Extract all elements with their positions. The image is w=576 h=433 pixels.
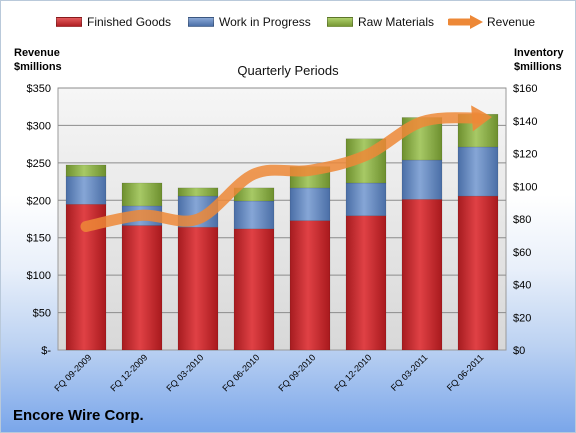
bar-raw-materials-fq-03-2010 [177, 187, 219, 197]
bar-work-in-progress-fq-09-2010 [289, 187, 331, 221]
legend-label-work-in-progress: Work in Progress [219, 15, 311, 29]
bar-raw-materials-fq-09-2009 [65, 164, 107, 177]
right-tick-label-1: $20 [513, 312, 531, 324]
x-tick-label-fq-12-2009: FQ 12-2009 [108, 352, 149, 393]
right-tick-label-4: $80 [513, 214, 531, 226]
right-tick-label-5: $100 [513, 181, 537, 193]
x-tick-label-fq-06-2011: FQ 06-2011 [445, 352, 486, 393]
left-tick-label-3: $150 [27, 233, 51, 245]
right-tick-label-6: $120 [513, 149, 537, 161]
revenue-line [80, 112, 484, 232]
right-tick-label-0: $0 [513, 345, 525, 357]
legend-swatch-revenue [448, 15, 483, 29]
bar-work-in-progress-fq-06-2010 [233, 200, 275, 230]
right-tick-label-7: $140 [513, 116, 537, 128]
legend-item-work-in-progress: Work in Progress [188, 12, 311, 32]
legend-label-finished-goods: Finished Goods [87, 15, 172, 29]
bar-finished-goods-fq-06-2011 [457, 195, 499, 351]
left-axis-title-line2: $millions [14, 61, 62, 73]
left-axis-title: Revenue $millions [14, 46, 62, 74]
bar-work-in-progress-fq-03-2011 [401, 159, 443, 200]
left-tick-label-2: $100 [27, 270, 51, 282]
right-tick-label-8: $160 [513, 83, 537, 95]
bar-raw-materials-fq-12-2009 [121, 182, 163, 207]
company-name: Encore Wire Corp. [13, 407, 144, 424]
bar-work-in-progress-fq-06-2011 [457, 146, 499, 197]
bar-finished-goods-fq-03-2010 [177, 226, 219, 351]
legend-label-raw-materials: Raw Materials [358, 15, 435, 29]
left-tick-label-1: $50 [33, 308, 51, 320]
bar-work-in-progress-fq-12-2010 [345, 182, 387, 216]
bar-work-in-progress-fq-09-2009 [65, 176, 107, 205]
bar-finished-goods-fq-09-2010 [289, 220, 331, 351]
bar-finished-goods-fq-12-2009 [121, 225, 163, 351]
x-tick-label-fq-06-2010: FQ 06-2010 [220, 352, 261, 393]
legend-swatch-raw-materials [327, 17, 353, 27]
legend-swatch-work-in-progress [188, 17, 214, 27]
legend: Finished Goods Work in Progress Raw Mate… [1, 12, 575, 32]
left-tick-label-0: $- [41, 345, 51, 357]
left-tick-label-6: $300 [27, 120, 51, 132]
legend-item-raw-materials: Raw Materials [327, 12, 434, 32]
right-axis-title-line1: Inventory [514, 47, 564, 59]
chart-title: Quarterly Periods [237, 63, 339, 78]
legend-item-finished-goods: Finished Goods [56, 12, 171, 32]
right-axis-title: Inventory $millions [514, 46, 564, 74]
x-tick-label-fq-09-2010: FQ 09-2010 [276, 352, 317, 393]
bar-finished-goods-fq-12-2010 [345, 215, 387, 351]
legend-item-revenue: Revenue [448, 12, 535, 32]
right-tick-label-3: $60 [513, 247, 531, 259]
x-tick-label-fq-03-2011: FQ 03-2011 [389, 352, 430, 393]
legend-swatch-finished-goods [56, 17, 82, 27]
right-tick-label-2: $40 [513, 280, 531, 292]
x-tick-label-fq-03-2010: FQ 03-2010 [164, 352, 205, 393]
legend-label-revenue: Revenue [487, 15, 536, 29]
left-tick-label-5: $250 [27, 158, 51, 170]
left-tick-label-7: $350 [27, 83, 51, 95]
left-tick-label-4: $200 [27, 195, 51, 207]
left-axis-title-line1: Revenue [14, 47, 60, 59]
x-tick-label-fq-09-2009: FQ 09-2009 [52, 352, 93, 393]
bar-finished-goods-fq-03-2011 [401, 199, 443, 351]
right-axis-title-line2: $millions [514, 61, 562, 73]
revenue-arrowhead [471, 105, 492, 132]
bar-finished-goods-fq-06-2010 [233, 228, 275, 351]
x-tick-label-fq-12-2010: FQ 12-2010 [332, 352, 373, 393]
